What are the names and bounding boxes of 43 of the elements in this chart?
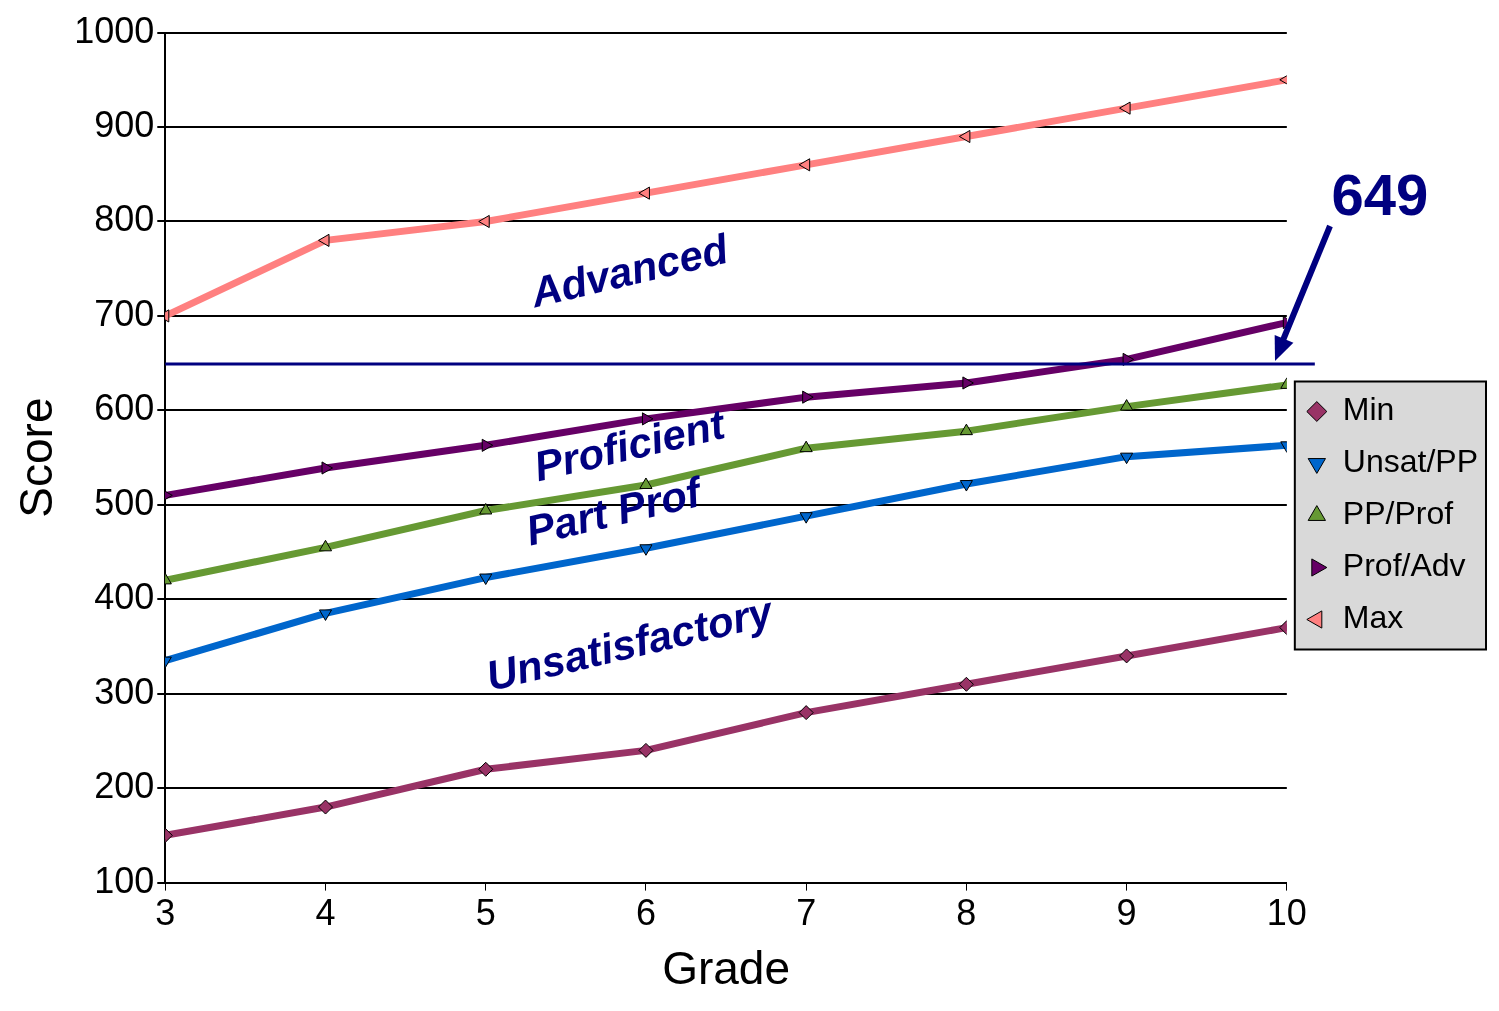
legend-label: Prof/Adv	[1342, 547, 1466, 584]
x-axis-title: Grade	[662, 942, 790, 995]
y-tick-label: 400	[94, 576, 155, 618]
point	[959, 423, 973, 436]
y-tick-label: 1000	[74, 9, 155, 51]
x-tick-label: 4	[315, 892, 336, 934]
point	[798, 705, 814, 721]
legend-label: Min	[1342, 391, 1395, 428]
point	[478, 761, 494, 777]
x-tick-label: 6	[635, 892, 656, 934]
point	[318, 609, 333, 621]
point	[1119, 101, 1131, 115]
x-tick-label: 10	[1266, 892, 1307, 934]
point	[799, 512, 813, 524]
x-tick-label: 9	[1116, 892, 1137, 934]
y-tick-label: 600	[94, 387, 155, 429]
point	[958, 129, 971, 144]
point	[318, 539, 333, 552]
point	[321, 461, 334, 475]
x-tick-label: 5	[475, 892, 496, 934]
point	[318, 799, 334, 815]
annotation: 649	[1331, 162, 1429, 228]
point	[798, 158, 811, 172]
y-tick-label: 800	[94, 198, 155, 240]
point	[638, 742, 654, 758]
legend-label: Max	[1342, 599, 1404, 636]
y-tick-label: 500	[94, 481, 155, 523]
x-tick-label: 3	[155, 892, 176, 934]
y-tick-label: 700	[94, 292, 155, 334]
y-axis-title: Score	[10, 397, 63, 518]
x-tick-label: 8	[956, 892, 977, 934]
legend-label: Unsat/PP	[1342, 443, 1478, 480]
y-tick-label: 900	[94, 103, 155, 145]
point	[958, 676, 974, 692]
point	[639, 544, 653, 556]
legend-label: PP/Prof	[1342, 495, 1454, 532]
x-tick-label: 7	[796, 892, 817, 934]
point	[479, 502, 493, 515]
y-tick-label: 100	[94, 859, 155, 901]
y-tick-label: 200	[94, 765, 155, 807]
point	[799, 440, 813, 453]
y-tick-label: 300	[94, 670, 155, 712]
point	[481, 438, 494, 452]
